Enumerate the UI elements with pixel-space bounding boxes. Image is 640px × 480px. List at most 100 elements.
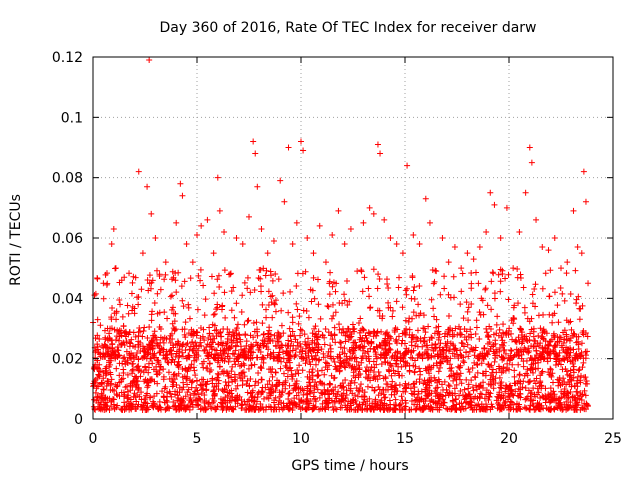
data-point (389, 307, 396, 314)
data-point (215, 352, 222, 359)
data-point (184, 389, 191, 396)
data-point (200, 282, 207, 289)
data-point (128, 336, 135, 343)
data-point (567, 334, 574, 341)
data-point (556, 334, 563, 341)
data-point (179, 192, 186, 199)
data-point (162, 259, 169, 266)
data-point (387, 383, 394, 390)
data-point (555, 400, 562, 407)
data-point (529, 291, 536, 298)
data-point (395, 333, 402, 340)
data-point (416, 282, 423, 289)
data-point (135, 168, 142, 175)
data-point (183, 241, 190, 248)
data-point (493, 321, 500, 328)
data-point (205, 353, 212, 360)
data-point (263, 314, 270, 321)
data-point (534, 340, 541, 347)
data-point (574, 392, 581, 399)
data-point (349, 321, 356, 328)
data-point (422, 195, 429, 202)
data-point (403, 285, 410, 292)
data-point (214, 276, 221, 283)
data-point (456, 392, 463, 399)
data-point (279, 348, 286, 355)
data-point (214, 174, 221, 181)
data-point (434, 393, 441, 400)
data-point (529, 300, 536, 307)
data-point (496, 348, 503, 355)
data-point (276, 406, 283, 413)
data-point (578, 349, 585, 356)
data-point (465, 333, 472, 340)
data-point (506, 325, 513, 332)
data-point (254, 394, 261, 401)
data-point (180, 384, 187, 391)
data-point (538, 385, 545, 392)
data-point (251, 406, 258, 413)
data-point (434, 351, 441, 358)
data-point (410, 231, 417, 238)
data-point (169, 304, 176, 311)
data-point (100, 375, 107, 382)
data-point (472, 344, 479, 351)
data-point (545, 247, 552, 254)
data-point (337, 355, 344, 362)
data-point (520, 363, 527, 370)
data-point (395, 372, 402, 379)
data-point (238, 405, 245, 412)
data-point (355, 370, 362, 377)
data-point (584, 333, 591, 340)
data-point (473, 386, 480, 393)
data-point (494, 393, 501, 400)
data-point (581, 374, 588, 381)
data-point (140, 327, 147, 334)
data-point (378, 345, 385, 352)
data-point (453, 376, 460, 383)
data-point (352, 366, 359, 373)
data-point (374, 344, 381, 351)
data-point (537, 394, 544, 401)
data-point (250, 138, 257, 145)
data-point (556, 377, 563, 384)
data-point (288, 338, 295, 345)
data-point (429, 267, 436, 274)
data-point (431, 313, 438, 320)
data-point (189, 330, 196, 337)
data-point (546, 394, 553, 401)
data-point (206, 368, 213, 375)
data-point (479, 297, 486, 304)
data-point (306, 375, 313, 382)
data-point (486, 339, 493, 346)
data-point (361, 343, 368, 350)
data-point (293, 383, 300, 390)
data-point (117, 301, 124, 308)
data-point (209, 321, 216, 328)
data-point (144, 400, 151, 407)
data-point (151, 393, 158, 400)
data-point (266, 366, 273, 373)
data-point (222, 399, 229, 406)
data-point (575, 333, 582, 340)
data-point (365, 329, 372, 336)
data-point (119, 406, 126, 413)
data-point (237, 375, 244, 382)
data-point (317, 379, 324, 386)
data-point (313, 340, 320, 347)
data-point (153, 267, 160, 274)
data-point (447, 325, 454, 332)
data-point (475, 383, 482, 390)
data-point (116, 393, 123, 400)
data-point (161, 276, 168, 283)
data-point (578, 340, 585, 347)
data-point (339, 392, 346, 399)
data-point (451, 294, 458, 301)
data-point (470, 387, 477, 394)
data-point (457, 301, 464, 308)
data-point (194, 329, 201, 336)
data-point (473, 324, 480, 331)
data-point (322, 325, 329, 332)
data-point (537, 325, 544, 332)
data-point (581, 400, 588, 407)
